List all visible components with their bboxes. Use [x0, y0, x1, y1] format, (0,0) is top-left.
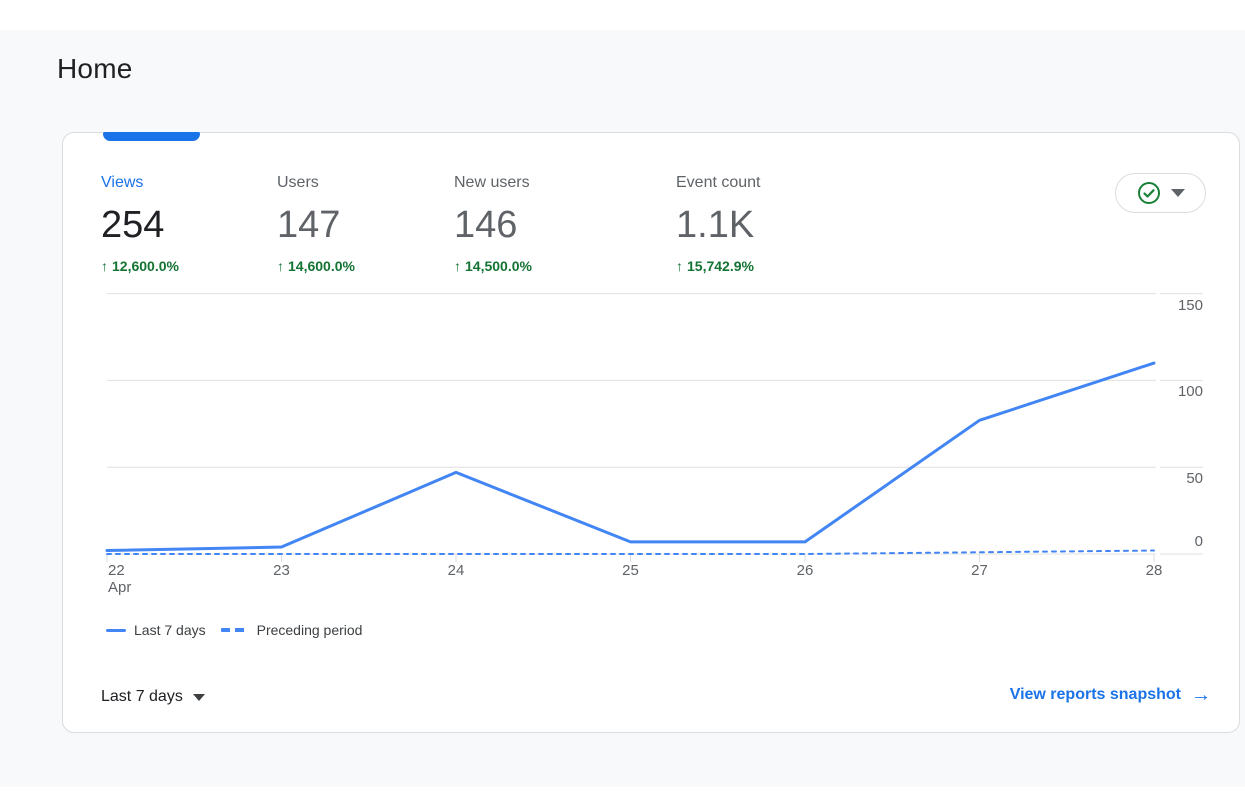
active-tab-indicator [103, 132, 200, 141]
x-axis-label: 22 Apr [108, 562, 132, 596]
line-chart[interactable]: 0 50 100 150 22 Apr 23 24 25 26 27 28 [63, 133, 1241, 734]
metric-tab-users[interactable]: Users 147 ↑ 14,600.0% [277, 173, 355, 276]
series-line-last-7-days [105, 361, 1156, 553]
y-axis-label: 150 [1177, 296, 1203, 314]
legend-item-last-7-days: Last 7 days [106, 622, 206, 638]
y-axis-label: 50 [1186, 470, 1203, 488]
legend-label: Last 7 days [134, 622, 206, 638]
chart-legend: Last 7 days Preceding period [106, 622, 362, 638]
up-arrow-icon: ↑ [101, 258, 108, 274]
solid-line-swatch [106, 628, 126, 632]
metric-value: 146 [454, 204, 518, 246]
metric-value: 1.1K [676, 204, 755, 246]
up-arrow-icon: ↑ [277, 258, 284, 274]
y-axis-label: 0 [1194, 533, 1203, 550]
data-quality-status-button[interactable] [1115, 173, 1206, 213]
x-axis-label: 25 [622, 562, 639, 579]
metric-label: Event count [676, 174, 761, 191]
up-arrow-icon: ↑ [454, 258, 461, 274]
x-axis-label: 24 [447, 562, 465, 579]
link-label: View reports snapshot [1009, 686, 1181, 703]
chevron-down-icon [192, 693, 205, 701]
x-axis-label: 23 [273, 562, 290, 579]
metric-delta: ↑ 14,500.0% [454, 257, 532, 275]
date-range-label: Last 7 days [101, 688, 183, 705]
legend-label: Preceding period [256, 622, 363, 638]
x-axis-label: 27 [971, 562, 988, 579]
summary-card: 0 50 100 150 22 Apr 23 24 25 26 27 28 Views 254 ↑ 1… [62, 132, 1240, 733]
view-reports-snapshot-link[interactable]: View reports snapshot → [1010, 684, 1211, 706]
metric-delta: ↑ 12,600.0% [101, 257, 179, 275]
metric-label: Users [277, 174, 319, 191]
chart-canvas [105, 293, 1203, 562]
dashed-line-swatch [220, 628, 249, 632]
chevron-down-icon [1170, 189, 1185, 197]
metric-tab-views[interactable]: Views 254 ↑ 12,600.0% [101, 173, 179, 276]
series-line-preceding-period [106, 549, 1155, 555]
metric-value: 254 [101, 204, 165, 246]
metric-label: Views [101, 174, 144, 191]
metric-delta-value: 12,600.0% [112, 258, 179, 274]
y-axis-label: 100 [1177, 383, 1203, 401]
metric-delta: ↑ 14,600.0% [277, 257, 355, 275]
metric-label: New users [454, 174, 530, 191]
check-circle-icon [1137, 182, 1160, 204]
x-axis-label: 28 [1145, 562, 1163, 579]
metric-tab-new-users[interactable]: New users 146 ↑ 14,500.0% [454, 173, 532, 276]
metric-value: 147 [277, 204, 341, 246]
metric-delta-value: 14,500.0% [465, 258, 532, 274]
metric-tab-event-count[interactable]: Event count 1.1K ↑ 15,742.9% [676, 173, 761, 276]
date-range-selector[interactable]: Last 7 days [101, 686, 205, 708]
up-arrow-icon: ↑ [676, 258, 683, 274]
metric-delta: ↑ 15,742.9% [676, 257, 754, 275]
metric-delta-value: 15,742.9% [687, 258, 754, 274]
x-axis-label: 26 [796, 562, 814, 579]
page-title: Home [57, 53, 133, 84]
arrow-right-icon: → [1191, 684, 1211, 706]
legend-item-preceding-period: Preceding period [220, 622, 363, 638]
metric-delta-value: 14,600.0% [288, 258, 355, 274]
